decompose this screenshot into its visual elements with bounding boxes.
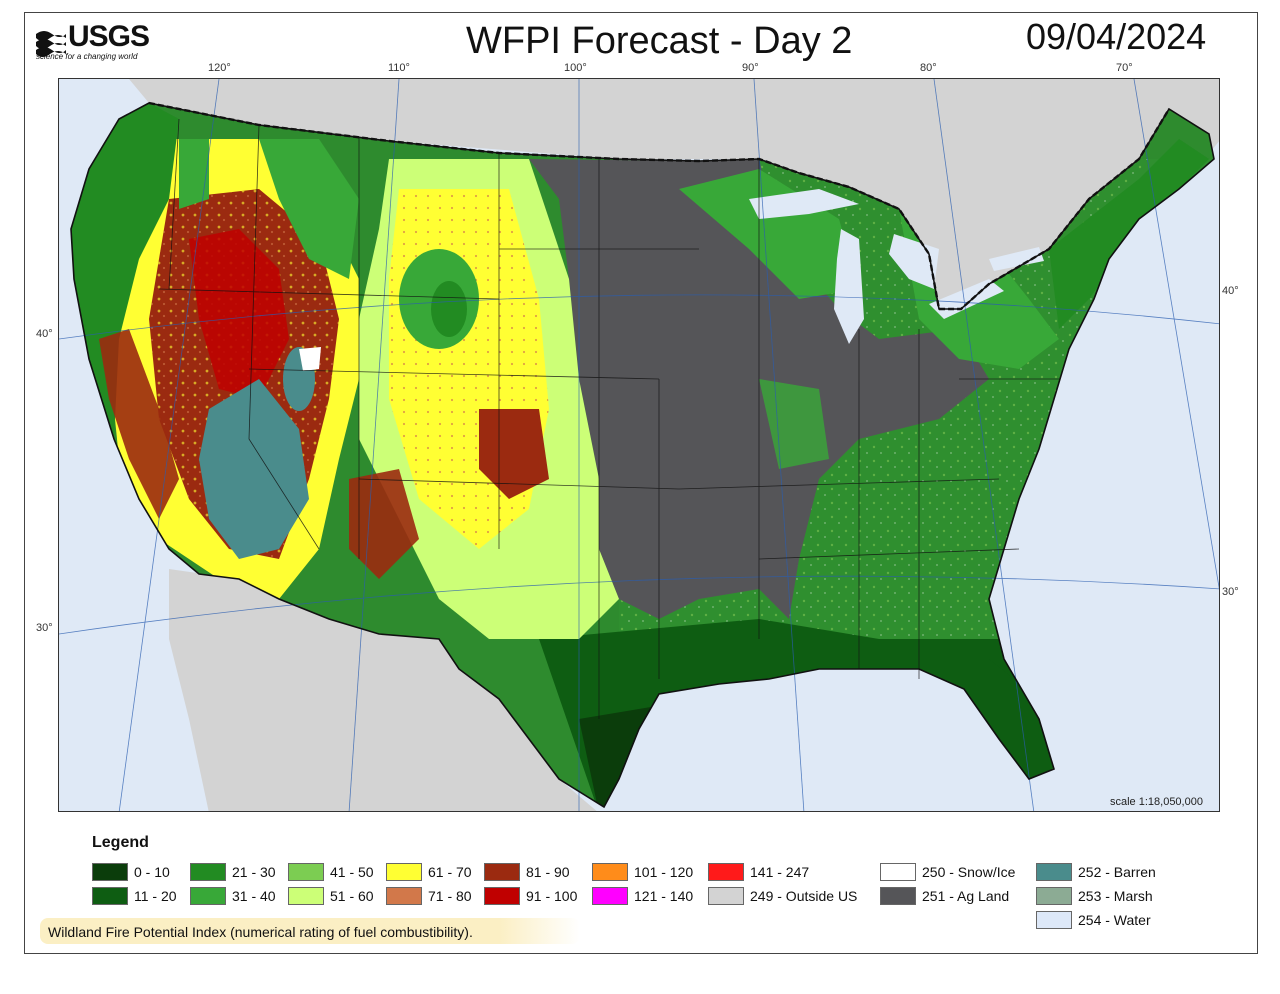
graticule <box>59 79 1219 811</box>
legend-swatch <box>1036 887 1072 905</box>
canada-border <box>148 101 1171 311</box>
legend-swatch <box>708 863 744 881</box>
map-title: WFPI Forecast - Day 2 <box>466 20 853 62</box>
legend-swatch <box>1036 863 1072 881</box>
legend-label: 81 - 90 <box>526 864 570 880</box>
legend-item: 252 - Barren <box>1036 862 1156 882</box>
legend-label: 41 - 50 <box>330 864 374 880</box>
footer-note-highlight <box>40 918 580 944</box>
legend-label: 251 - Ag Land <box>922 888 1010 904</box>
legend-label: 101 - 120 <box>634 864 694 880</box>
legend-item: 251 - Ag Land <box>880 886 1009 906</box>
legend-item: 254 - Water <box>1036 910 1151 930</box>
legend-label: 253 - Marsh <box>1078 888 1153 904</box>
legend-swatch <box>484 863 520 881</box>
longitude-label-80: 80° <box>920 62 937 74</box>
lake-huron <box>889 234 939 289</box>
legend-item: 141 - 247 <box>708 862 809 882</box>
legend-item: 51 - 60 <box>288 886 374 906</box>
usgs-logo-text: USGS <box>68 20 150 53</box>
legend-item: 91 - 100 <box>484 886 577 906</box>
legend-item: 0 - 10 <box>92 862 170 882</box>
legend-item: 249 - Outside US <box>708 886 857 906</box>
legend-item: 71 - 80 <box>386 886 472 906</box>
legend-swatch <box>592 887 628 905</box>
legend-swatch <box>190 887 226 905</box>
legend-item: 250 - Snow/Ice <box>880 862 1015 882</box>
legend-swatch <box>592 863 628 881</box>
legend-label: 21 - 30 <box>232 864 276 880</box>
legend-item: 253 - Marsh <box>1036 886 1153 906</box>
legend-swatch <box>880 887 916 905</box>
legend-label: 61 - 70 <box>428 864 472 880</box>
legend-label: 250 - Snow/Ice <box>922 864 1016 880</box>
legend-swatch <box>708 887 744 905</box>
legend-swatch <box>484 887 520 905</box>
legend-swatch <box>386 863 422 881</box>
legend-swatch <box>880 863 916 881</box>
legend-label: 121 - 140 <box>634 888 694 904</box>
legend-label: 31 - 40 <box>232 888 276 904</box>
legend-swatch <box>92 887 128 905</box>
legend-item: 121 - 140 <box>592 886 693 906</box>
latitude-label-left-40: 40° <box>36 328 53 340</box>
legend-label: 11 - 20 <box>134 888 177 904</box>
legend-label: 254 - Water <box>1078 912 1151 928</box>
map-frame <box>24 12 1258 954</box>
latitude-label-right-40: 40° <box>1222 285 1239 297</box>
legend-item: 21 - 30 <box>190 862 276 882</box>
legend-item: 41 - 50 <box>288 862 374 882</box>
legend-label: 71 - 80 <box>428 888 472 904</box>
legend-swatch <box>92 863 128 881</box>
latitude-label-right-30: 30° <box>1222 586 1239 598</box>
legend-item: 61 - 70 <box>386 862 472 882</box>
latitude-label-left-30: 30° <box>36 622 53 634</box>
usgs-tagline: science for a changing world <box>36 52 138 61</box>
legend-label: 141 - 247 <box>750 864 810 880</box>
legend-swatch <box>288 863 324 881</box>
legend-label: 51 - 60 <box>330 888 374 904</box>
longitude-label-70: 70° <box>1116 62 1133 74</box>
legend-label: 0 - 10 <box>134 864 170 880</box>
legend-title: Legend <box>92 834 149 851</box>
forecast-date: 09/04/2024 <box>1026 16 1207 57</box>
lake-ontario <box>989 247 1044 271</box>
longitude-label-120: 120° <box>208 62 231 74</box>
mexico-area <box>169 569 597 811</box>
legend-item: 81 - 90 <box>484 862 570 882</box>
usgs-logo-icon <box>36 31 66 57</box>
legend-item: 11 - 20 <box>92 886 177 906</box>
wfpi-map <box>58 78 1220 812</box>
legend-item: 31 - 40 <box>190 886 276 906</box>
legend-label: 91 - 100 <box>526 888 578 904</box>
map-canvas <box>59 79 1219 811</box>
footer-note: Wildland Fire Potential Index (numerical… <box>48 924 473 940</box>
lake-superior <box>749 189 859 219</box>
legend-label: 252 - Barren <box>1078 864 1156 880</box>
longitude-label-100: 100° <box>564 62 587 74</box>
legend-label: 249 - Outside US <box>750 888 858 904</box>
map-scale: scale 1:18,050,000 <box>1110 796 1203 808</box>
legend-item: 101 - 120 <box>592 862 693 882</box>
legend-swatch <box>190 863 226 881</box>
legend-swatch <box>1036 911 1072 929</box>
state-borders <box>158 118 1059 719</box>
lake-michigan <box>834 229 864 344</box>
longitude-label-90: 90° <box>742 62 759 74</box>
legend-swatch <box>386 887 422 905</box>
legend-swatch <box>288 887 324 905</box>
longitude-label-110: 110° <box>388 62 410 74</box>
